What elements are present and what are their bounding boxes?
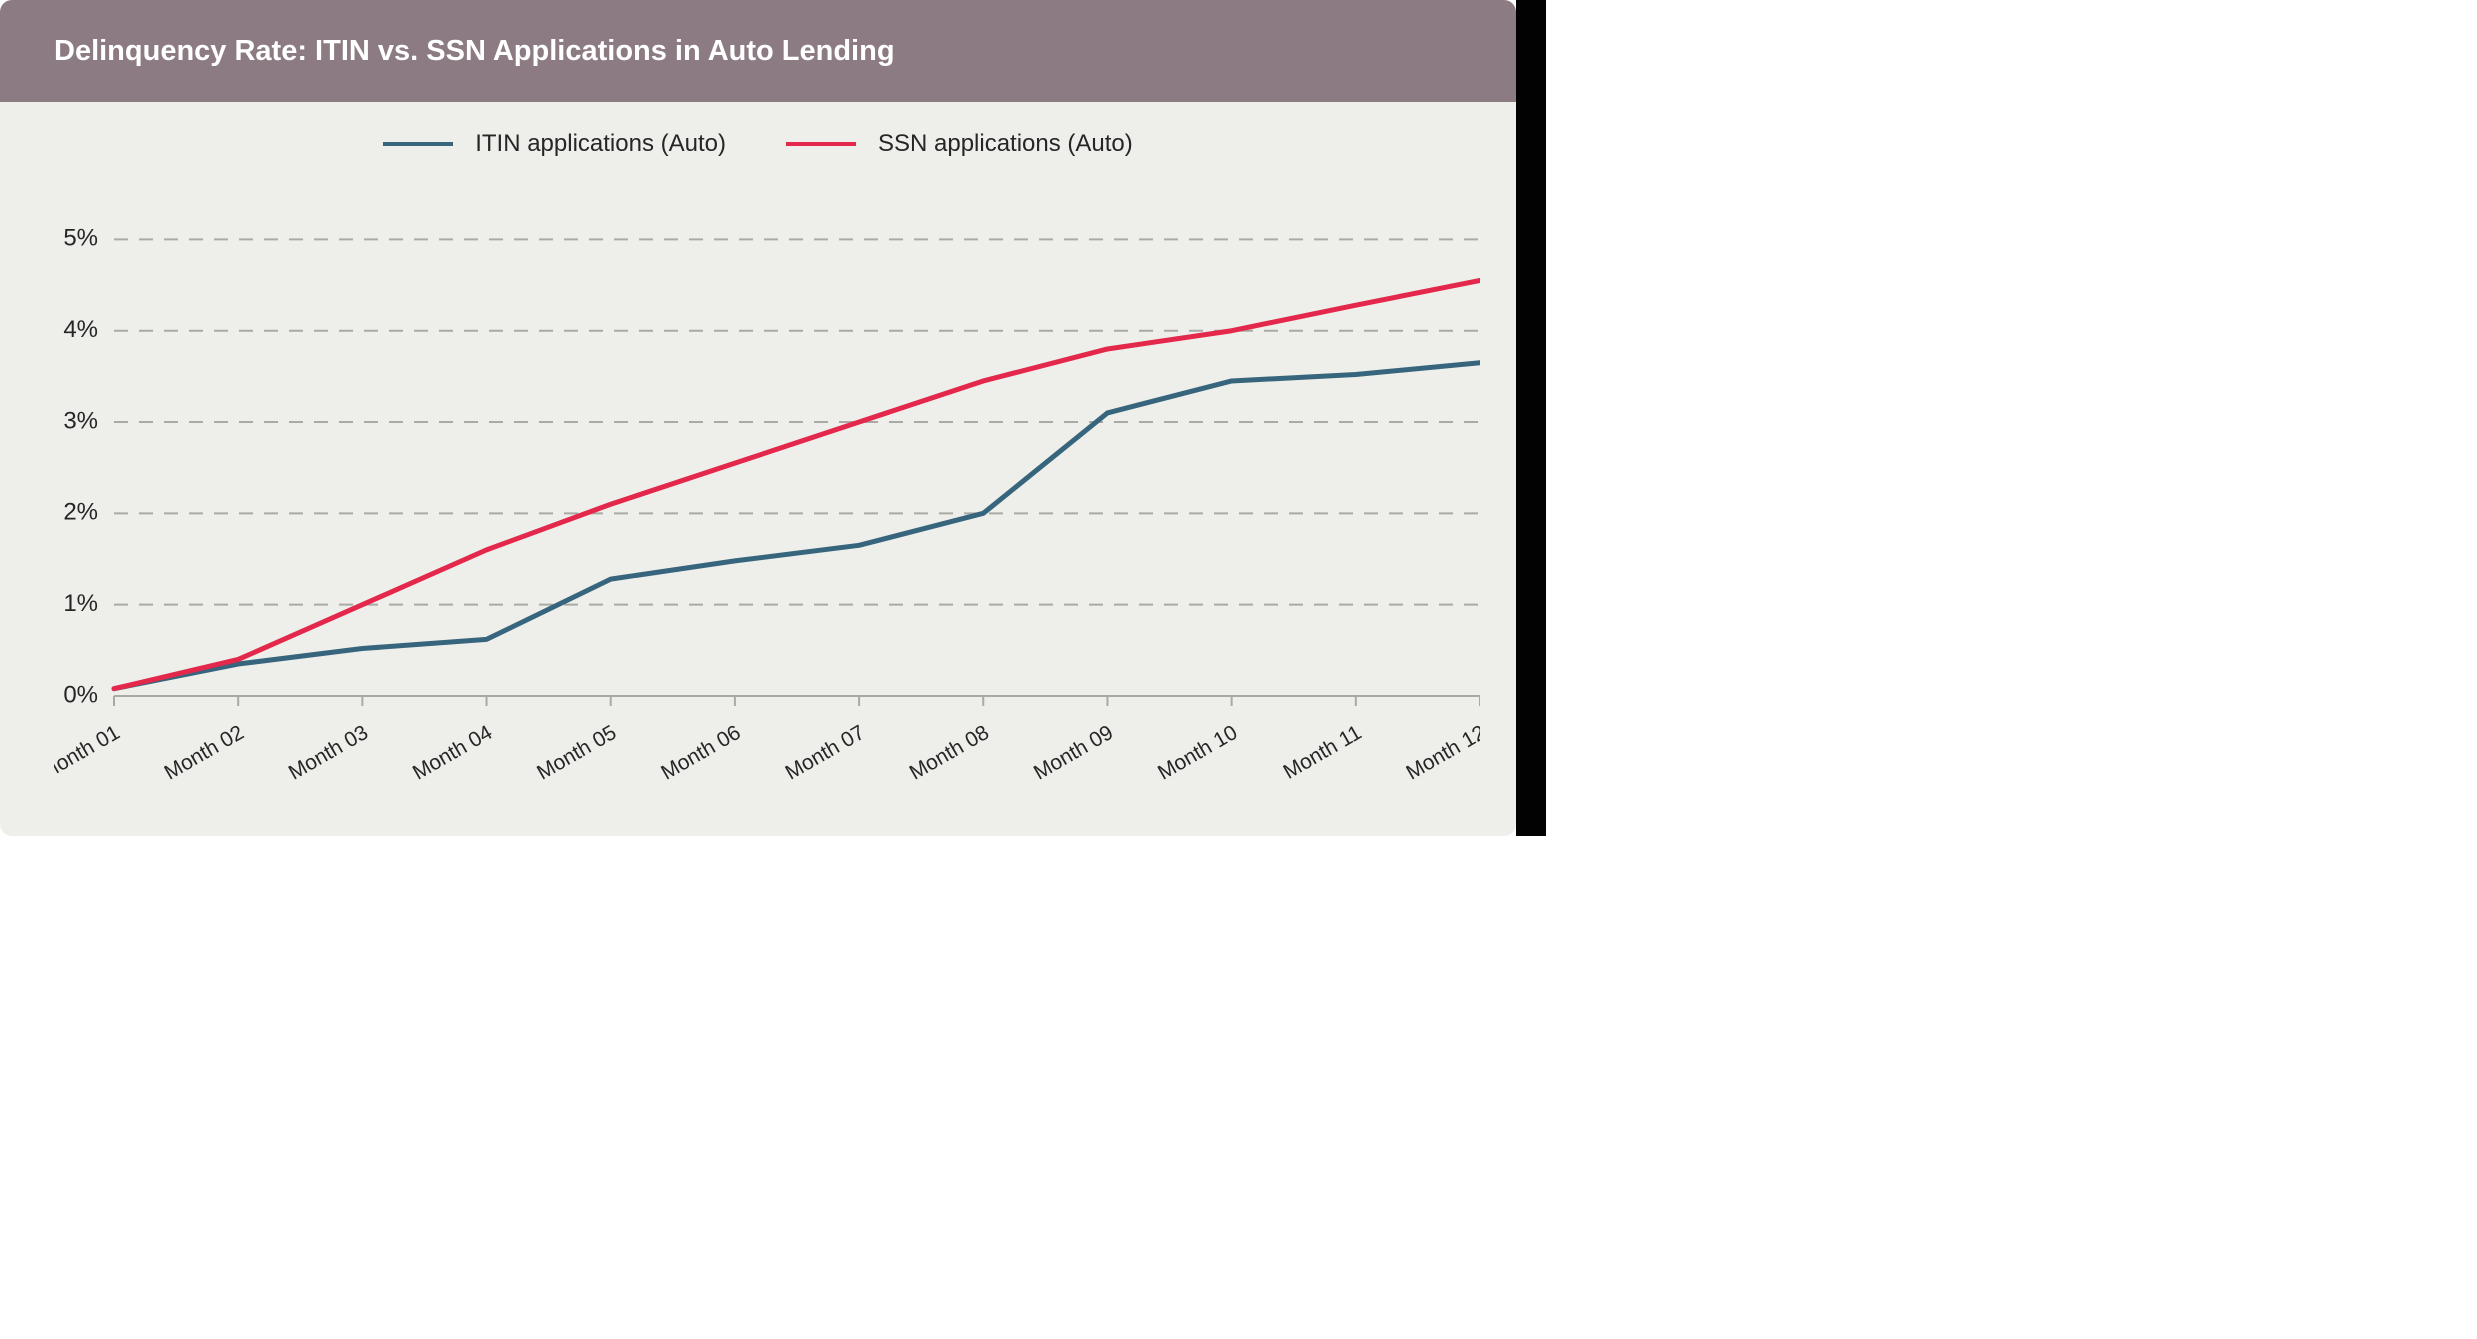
line-chart-svg: 0% 1% 2% 3% 4% 5% Month 01 Month 02 Month 03 Mont… <box>54 212 1480 806</box>
x-tick-label: Month 03 <box>285 721 372 785</box>
x-tick-label: Month 10 <box>1154 721 1241 785</box>
x-tick-label: Month 12 <box>1402 721 1480 785</box>
x-tick-label: Month 09 <box>1030 721 1117 785</box>
x-tick-label: Month 06 <box>657 721 744 785</box>
x-tick-label: Month 11 <box>1280 721 1366 784</box>
plot-area: ITIN applications (Auto) SSN applications… <box>0 102 1516 836</box>
y-tick-label: 1% <box>63 590 98 617</box>
legend-item: ITIN applications (Auto) <box>383 130 726 158</box>
chart-header: Delinquency Rate: ITIN vs. SSN Applicati… <box>0 0 1516 102</box>
x-tick-label: Month 01 <box>54 721 124 785</box>
legend-label: SSN applications (Auto) <box>878 130 1133 158</box>
x-tick-label: Month 04 <box>409 721 497 785</box>
x-tick-label: Month 05 <box>533 721 620 785</box>
chart-container: Delinquency Rate: ITIN vs. SSN Applicati… <box>0 0 1546 836</box>
y-tick-label: 2% <box>63 499 98 526</box>
y-tick-label: 5% <box>63 225 98 252</box>
y-tick-label: 4% <box>63 316 98 343</box>
series-line <box>114 280 1480 688</box>
chart-title: Delinquency Rate: ITIN vs. SSN Applicati… <box>54 35 895 68</box>
legend-item: SSN applications (Auto) <box>786 130 1133 158</box>
legend-label: ITIN applications (Auto) <box>475 130 726 158</box>
series-line <box>114 363 1480 689</box>
x-tick-label: Month 08 <box>906 721 993 785</box>
legend: ITIN applications (Auto) SSN applications… <box>0 102 1516 158</box>
chart-card: Delinquency Rate: ITIN vs. SSN Applicati… <box>0 0 1516 836</box>
right-gutter <box>1516 0 1546 836</box>
x-tick-label: Month 02 <box>161 721 248 785</box>
x-tick-label: Month 07 <box>781 721 868 785</box>
y-tick-label: 0% <box>63 681 98 708</box>
legend-swatch <box>383 142 453 146</box>
y-tick-label: 3% <box>63 407 98 434</box>
legend-swatch <box>786 142 856 146</box>
